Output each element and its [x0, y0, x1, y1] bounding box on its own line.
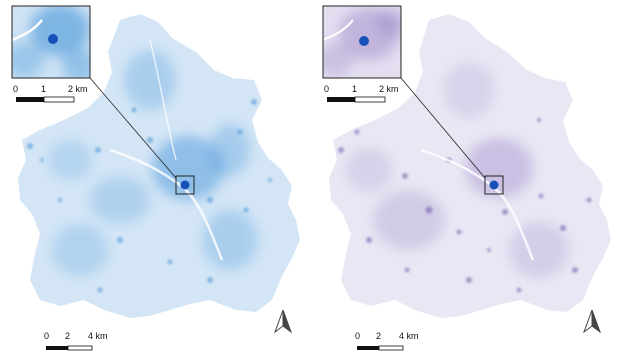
map-panel-left: 0 1 2 km 0 2 4 km [11, 5, 300, 351]
inset-leader-line [89, 77, 177, 179]
main-scale-tick-0: 0 [44, 331, 50, 341]
inset-scale-tick-1: 1 [41, 84, 47, 94]
location-marker-main [489, 180, 499, 190]
river-line [109, 148, 224, 261]
main-scalebar [357, 345, 404, 351]
inset-extent-box [484, 175, 504, 195]
main-scale-tick-1: 2 [376, 331, 382, 341]
map-right-svg [322, 5, 611, 351]
inset-scale-tick-2: 2 km [379, 84, 399, 94]
inset-extent-box [175, 175, 195, 195]
density-shading [48, 50, 258, 276]
map-panel-right: 0 1 2 km 0 2 4 km [309, 0, 618, 354]
inset-scalebar [16, 96, 75, 103]
location-marker-inset [359, 36, 369, 46]
north-arrow-icon [273, 309, 293, 334]
location-marker-inset [48, 34, 58, 44]
main-scale-tick-2: 4 km [88, 331, 108, 341]
inset-scale-tick-1: 1 [352, 84, 358, 94]
main-scalebar [46, 345, 93, 351]
density-speckles [27, 99, 272, 293]
inset-scale-tick-0: 0 [324, 84, 330, 94]
inset-scalebar [327, 96, 386, 103]
density-speckles [338, 118, 592, 293]
main-scale-tick-2: 4 km [399, 331, 419, 341]
inset-map [11, 5, 91, 79]
inset-leader-line [400, 77, 486, 179]
main-scale-tick-0: 0 [355, 331, 361, 341]
inset-scale-tick-2: 2 km [68, 84, 88, 94]
inset-map [322, 5, 402, 79]
location-marker-main [180, 180, 190, 190]
inset-scale-tick-0: 0 [13, 84, 19, 94]
road-line [149, 39, 177, 161]
north-arrow-icon [582, 309, 602, 334]
main-scale-tick-1: 2 [65, 331, 71, 341]
map-left-svg [11, 5, 300, 351]
